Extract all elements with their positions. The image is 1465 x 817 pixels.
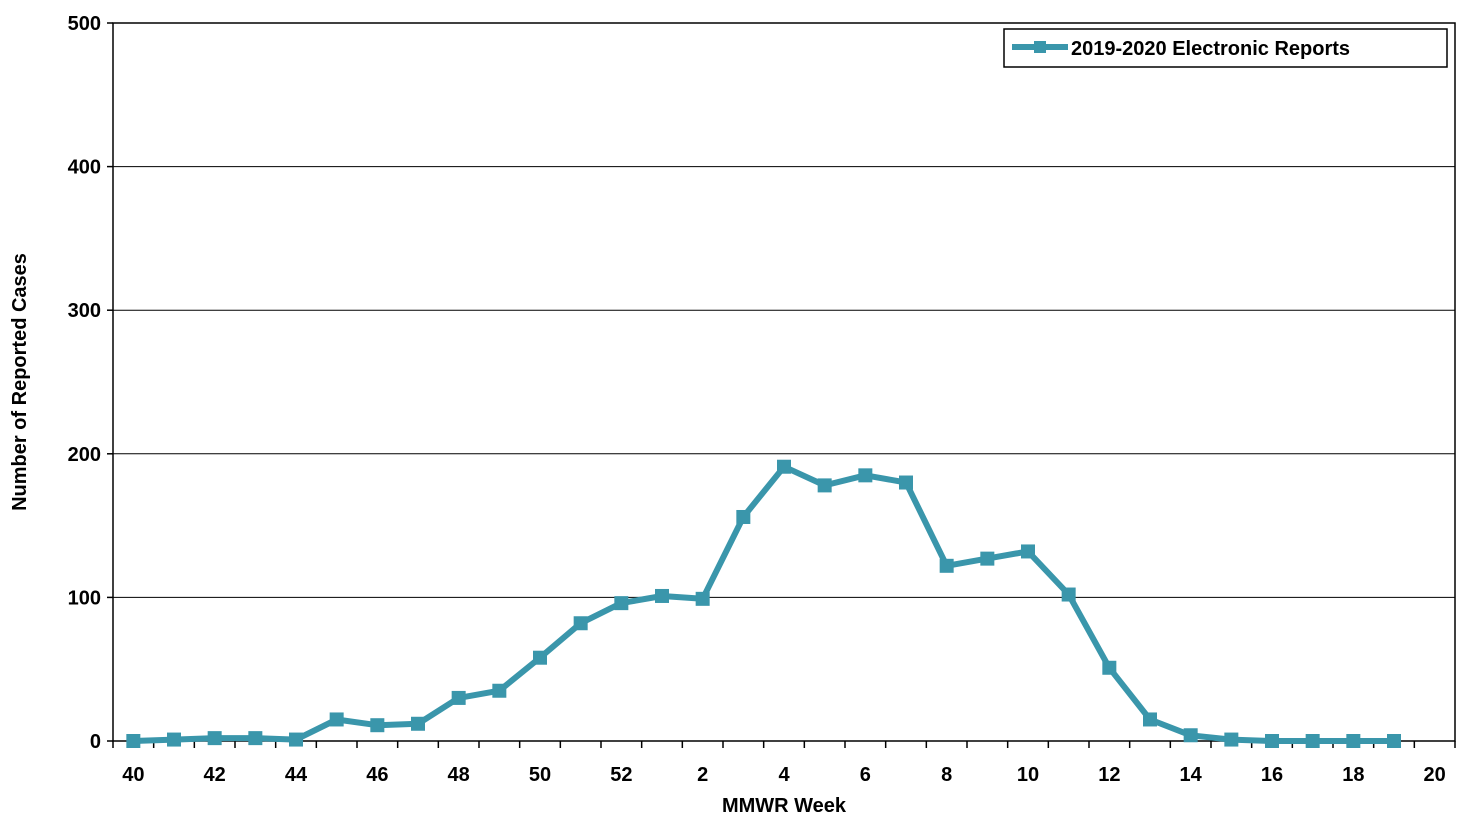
data-point bbox=[451, 690, 466, 705]
data-point bbox=[1102, 660, 1117, 675]
data-point bbox=[1021, 544, 1035, 559]
data-point bbox=[289, 732, 303, 747]
x-tick-label: 42 bbox=[204, 764, 226, 786]
data-point bbox=[736, 509, 751, 524]
data-point bbox=[167, 732, 181, 747]
data-point bbox=[1224, 732, 1239, 747]
x-tick-label: 52 bbox=[610, 764, 632, 786]
data-point bbox=[655, 588, 669, 603]
legend-label: 2019-2020 Electronic Reports bbox=[1071, 38, 1350, 60]
data-point bbox=[858, 468, 873, 483]
y-axis-title: Number of Reported Cases bbox=[9, 253, 31, 511]
x-axis-ticks: 40 42 44 46 48 50 52 2 4 6 8 10 12 14 16 18 20 bbox=[112, 741, 1456, 786]
x-tick-label: 8 bbox=[941, 764, 952, 786]
x-tick-label: 14 bbox=[1180, 764, 1203, 786]
y-tick-label: 0 bbox=[90, 731, 101, 753]
data-point bbox=[370, 718, 385, 733]
data-point bbox=[248, 731, 263, 746]
x-tick-label: 6 bbox=[860, 764, 871, 786]
data-point bbox=[533, 650, 547, 665]
data-point bbox=[492, 683, 507, 698]
x-tick-label: 44 bbox=[285, 764, 308, 786]
y-axis-ticks: 0 100 200 300 400 500 bbox=[68, 13, 113, 753]
data-point bbox=[980, 551, 995, 566]
data-point bbox=[777, 459, 791, 474]
data-point bbox=[126, 734, 141, 748]
data-point bbox=[1387, 734, 1401, 748]
data-point bbox=[614, 596, 629, 611]
x-tick-label: 10 bbox=[1017, 764, 1039, 786]
x-tick-label: 4 bbox=[778, 764, 790, 786]
x-tick-label: 12 bbox=[1098, 764, 1120, 786]
x-tick-label: 50 bbox=[529, 764, 551, 786]
x-tick-label: 20 bbox=[1424, 764, 1446, 786]
x-tick-label: 2 bbox=[697, 764, 708, 786]
y-tick-label: 100 bbox=[68, 587, 101, 609]
data-point bbox=[695, 591, 710, 606]
x-tick-label: 40 bbox=[122, 764, 144, 786]
y-tick-label: 400 bbox=[68, 157, 101, 179]
gridlines bbox=[113, 166, 1455, 598]
data-point bbox=[939, 558, 954, 573]
y-tick-label: 500 bbox=[68, 13, 101, 35]
x-tick-label: 46 bbox=[366, 764, 388, 786]
data-point bbox=[207, 731, 222, 746]
series-group bbox=[126, 459, 1401, 748]
y-tick-label: 200 bbox=[68, 444, 101, 466]
legend-box bbox=[1003, 28, 1448, 68]
data-point bbox=[1061, 587, 1076, 602]
data-point bbox=[411, 716, 425, 731]
series-line-0 bbox=[130, 463, 1397, 744]
data-point bbox=[817, 478, 832, 493]
x-tick-label: 16 bbox=[1261, 764, 1283, 786]
data-point bbox=[1143, 712, 1157, 727]
x-tick-label: 18 bbox=[1342, 764, 1364, 786]
x-axis-title: MMWR Week bbox=[722, 795, 847, 817]
data-point bbox=[1346, 734, 1361, 748]
legend-swatch-marker bbox=[1034, 41, 1046, 53]
y-tick-label: 300 bbox=[68, 300, 101, 322]
legend: 2019-2020 Electronic Reports bbox=[1003, 28, 1448, 68]
data-point bbox=[899, 475, 913, 490]
x-tick-label: 48 bbox=[448, 764, 470, 786]
data-point bbox=[1305, 734, 1320, 748]
data-point bbox=[1265, 734, 1279, 748]
data-point bbox=[573, 616, 588, 631]
data-point bbox=[1183, 728, 1198, 743]
data-point bbox=[329, 712, 344, 727]
plot-area-border bbox=[112, 22, 1456, 742]
